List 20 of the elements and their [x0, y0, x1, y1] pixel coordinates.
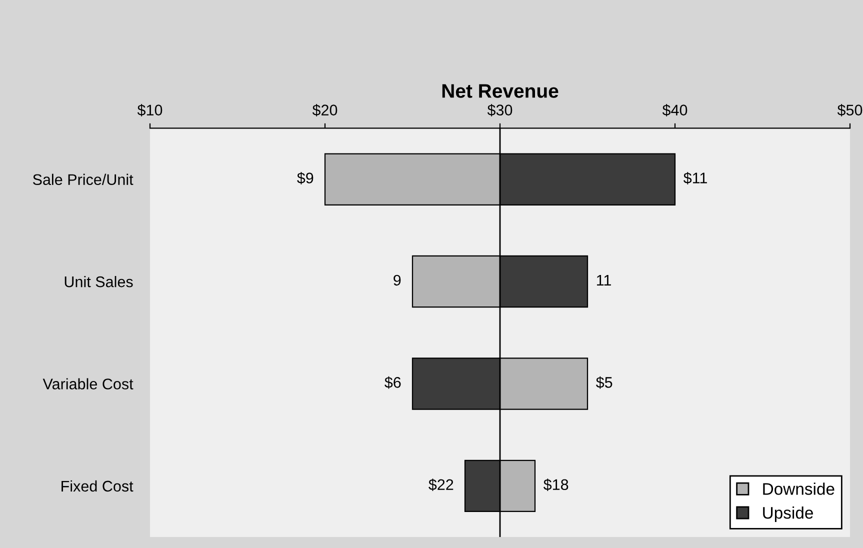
annotation: $22 [428, 478, 454, 491]
y-tick-label: Unit Sales [64, 276, 133, 288]
annotation: 11 [597, 274, 611, 286]
legend-label: Upside [763, 506, 813, 522]
x-tick-label: $10 [137, 104, 162, 116]
annotation: $18 [544, 478, 568, 491]
annotation: $5 [596, 376, 612, 389]
annotation: $6 [384, 376, 401, 389]
y-tick-label: Sale Price/Unit [32, 174, 134, 186]
y-tick-label: Variable Cost [42, 378, 134, 390]
y-tick-label: Fixed Cost [62, 480, 134, 492]
chart-title: Net Revenue [442, 84, 558, 98]
x-tick-label: $20 [312, 104, 338, 116]
x-tick-label: $30 [487, 104, 512, 116]
annotation: $9 [297, 172, 314, 184]
x-tick-label: $40 [662, 104, 688, 116]
x-tick-label: $50 [837, 104, 862, 116]
annotation: 9 [394, 274, 401, 286]
legend-label: Downside [763, 482, 834, 495]
annotation: $11 [684, 172, 707, 184]
